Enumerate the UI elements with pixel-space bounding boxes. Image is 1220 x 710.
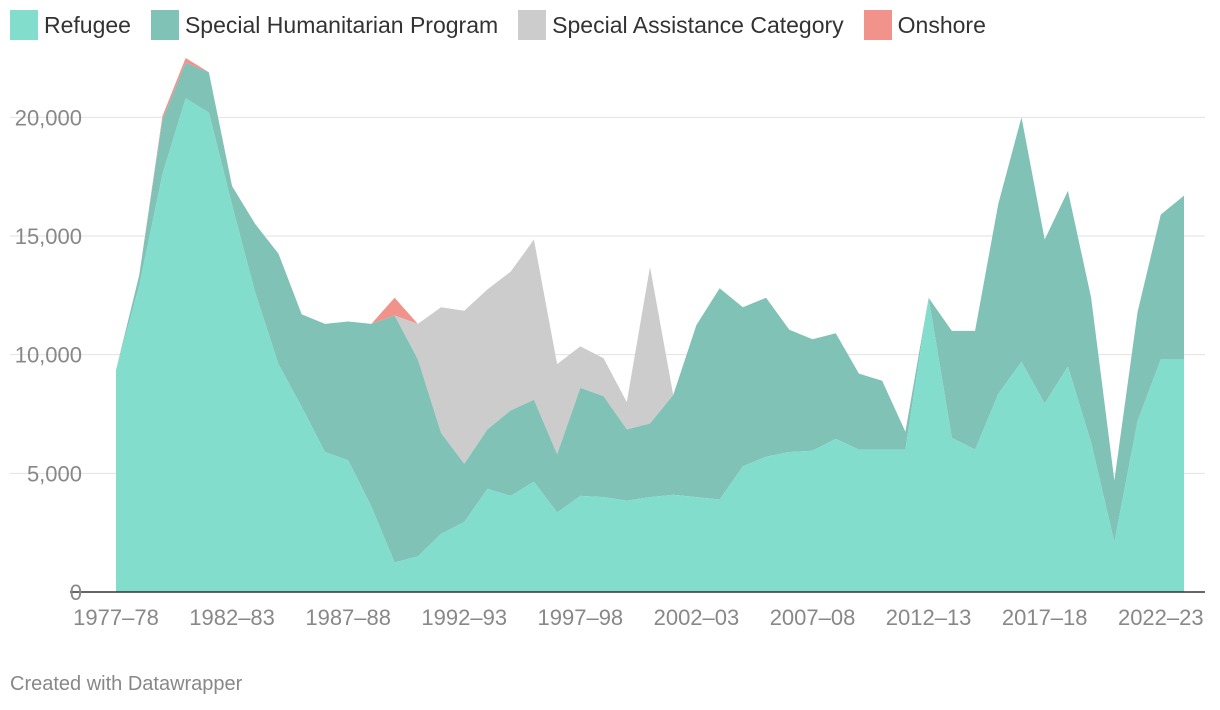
y-tick-label-3: 15,000 — [15, 224, 82, 249]
area-series — [116, 58, 1184, 592]
area-special-humanitarian-program — [116, 62, 1184, 563]
x-tick-label-2: 1987–88 — [305, 605, 391, 630]
x-tick-label-1: 1982–83 — [189, 605, 275, 630]
y-tick-label-1: 5,000 — [27, 461, 82, 486]
area-special-assistance-category — [116, 62, 1184, 481]
legend-label-special-assistance: Special Assistance Category — [552, 11, 844, 38]
y-tick-label-4: 20,000 — [15, 105, 82, 130]
x-tick-label-6: 2007–08 — [770, 605, 856, 630]
y-tick-label-2: 10,000 — [15, 343, 82, 368]
x-tick-label-3: 1992–93 — [421, 605, 507, 630]
area-refugee — [116, 98, 1184, 592]
legend-item-special-assistance: Special Assistance Category — [518, 10, 844, 40]
x-tick-label-5: 2002–03 — [654, 605, 740, 630]
legend-swatch-onshore — [863, 10, 892, 40]
y-axis-labels: 0 5,000 10,000 15,000 20,000 — [15, 105, 82, 605]
x-tick-label-9: 2022–23 — [1118, 605, 1204, 630]
y-tick-label-0: 0 — [70, 580, 82, 605]
legend-swatch-special-assistance — [518, 10, 547, 40]
credit-text: Created with Datawrapper — [10, 673, 243, 695]
legend-label-special-humanitarian: Special Humanitarian Program — [184, 11, 499, 38]
legend-item-onshore: Onshore — [863, 10, 986, 40]
legend-label-refugee: Refugee — [44, 11, 131, 38]
x-tick-label-4: 1997–98 — [538, 605, 624, 630]
x-tick-label-8: 2017–18 — [1002, 605, 1088, 630]
legend-swatch-special-humanitarian — [150, 10, 179, 40]
legend-label-onshore: Onshore — [897, 11, 986, 38]
x-tick-label-0: 1977–78 — [73, 605, 159, 630]
x-axis-labels: 1977–78 1982–83 1987–88 1992–93 1997–98 2002–… — [73, 605, 1203, 630]
legend-swatch-refugee — [10, 10, 38, 40]
x-tick-label-7: 2012–13 — [886, 605, 972, 630]
legend-item-refugee: Refugee — [10, 10, 131, 40]
chart-legend: Refugee Special Humanitarian Program Spe… — [10, 10, 1006, 40]
legend-item-special-humanitarian: Special Humanitarian Program — [150, 10, 499, 40]
